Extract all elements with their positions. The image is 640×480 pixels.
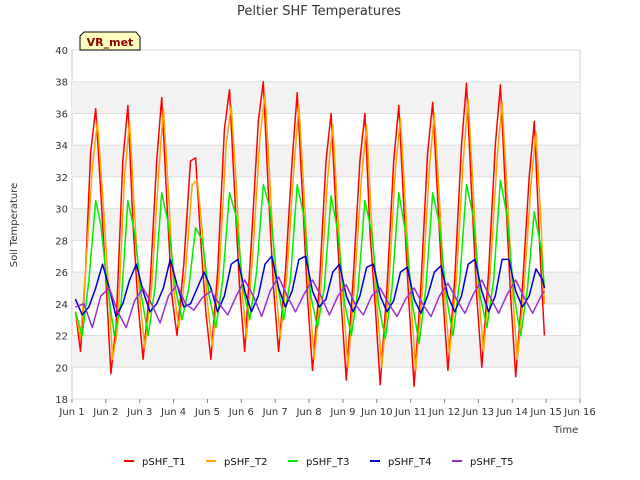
y-axis: 18 20 22 24 26 28 30 32 34 36 38 40 bbox=[55, 46, 68, 406]
plot-area bbox=[71, 49, 581, 400]
badge-box bbox=[79, 31, 141, 51]
y-tick-label: 26 bbox=[55, 268, 68, 279]
x-tick-label: Jun 9 bbox=[329, 407, 355, 418]
band bbox=[72, 335, 580, 368]
x-axis: Jun 1 Jun 2 Jun 3 Jun 4 Jun 5 Jun 6 Jun 7 Jun 8… bbox=[58, 399, 596, 418]
y-tick-label: 40 bbox=[55, 46, 68, 57]
x-tick-label: Jun 12 bbox=[428, 407, 461, 418]
y-tick-label: 22 bbox=[55, 332, 68, 343]
chart-title: Peltier SHF Temperatures bbox=[237, 4, 401, 19]
series-line-pSHF_T4 bbox=[74, 255, 546, 318]
x-tick-label: Jun 13 bbox=[462, 407, 495, 418]
series-layer bbox=[74, 80, 546, 388]
x-axis-label: Time bbox=[553, 425, 578, 436]
y-tick-label: 38 bbox=[55, 78, 68, 89]
x-tick-label: Jun 5 bbox=[194, 407, 220, 418]
y-tick-label: 20 bbox=[55, 363, 68, 374]
legend-label-pSHF_T5: pSHF_T5 bbox=[470, 457, 513, 468]
y-tick-label: 28 bbox=[55, 236, 68, 247]
y-tick-label: 24 bbox=[55, 300, 68, 311]
x-tick-label: Jun 8 bbox=[295, 407, 321, 418]
y-axis-label: Soil Temperature bbox=[9, 183, 20, 268]
y-tick-label: 30 bbox=[55, 205, 68, 216]
x-tick-label: Jun 6 bbox=[228, 407, 254, 418]
y-tick-label: 36 bbox=[55, 109, 68, 120]
x-tick-label: Jun 1 bbox=[58, 407, 84, 418]
x-tick-label: Jun 3 bbox=[126, 407, 152, 418]
legend-label-pSHF_T4: pSHF_T4 bbox=[388, 457, 431, 468]
x-tick-label: Jun 16 bbox=[563, 407, 596, 418]
y-tick-label: 32 bbox=[55, 173, 68, 184]
legend-label-pSHF_T2: pSHF_T2 bbox=[224, 457, 267, 468]
x-tick-label: Jun 15 bbox=[529, 407, 562, 418]
x-tick-label: Jun 14 bbox=[496, 407, 529, 418]
legend-label-pSHF_T1: pSHF_T1 bbox=[142, 457, 185, 468]
x-tick-label: Jun 11 bbox=[394, 407, 427, 418]
legend: pSHF_T1 pSHF_T2 pSHF_T3 pSHF_T4 pSHF_T5 bbox=[124, 457, 513, 468]
band bbox=[72, 81, 580, 114]
x-tick-label: Jun 10 bbox=[360, 407, 393, 418]
y-tick-label: 18 bbox=[55, 395, 68, 406]
series-line-pSHF_T5 bbox=[75, 276, 546, 329]
x-tick-label: Jun 2 bbox=[92, 407, 118, 418]
legend-label-pSHF_T3: pSHF_T3 bbox=[306, 457, 349, 468]
series-line-pSHF_T2 bbox=[74, 93, 546, 372]
y-tick-label: 34 bbox=[55, 141, 68, 152]
series-line-pSHF_T3 bbox=[74, 179, 546, 345]
x-tick-label: Jun 7 bbox=[262, 407, 288, 418]
x-tick-label: Jun 4 bbox=[160, 407, 186, 418]
vr-met-badge: VR_met bbox=[79, 31, 141, 51]
badge-label: VR_met bbox=[87, 36, 134, 49]
series-line-pSHF_T1 bbox=[74, 80, 546, 388]
